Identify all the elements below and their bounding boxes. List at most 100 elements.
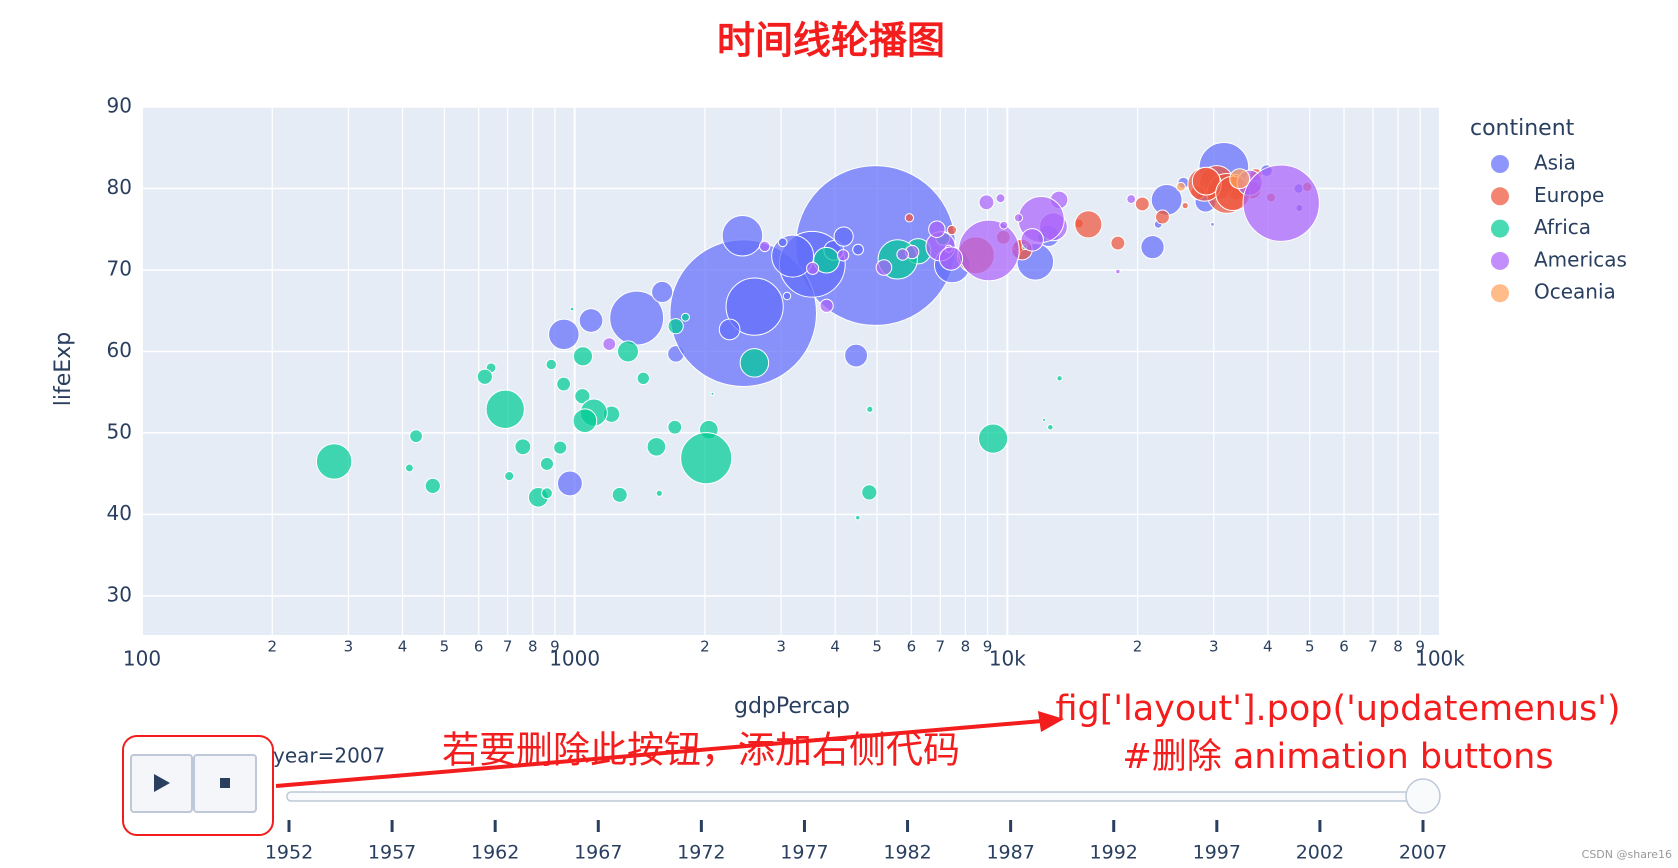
legend-marker[interactable] (1491, 219, 1509, 238)
bubble (1210, 221, 1215, 227)
y-tick-label: 30 (107, 582, 132, 606)
bubble (315, 443, 353, 480)
slider-step-label[interactable]: 1997 (1193, 842, 1241, 864)
annotation-code: fig['layout'].pop('updatemenus') (1055, 689, 1620, 729)
annotation-code: #删除 animation buttons (1122, 737, 1553, 777)
slider-step-label[interactable]: 1952 (265, 842, 313, 864)
bubble (928, 220, 946, 238)
slider-track[interactable] (286, 791, 1424, 802)
bubble (409, 429, 423, 444)
bubble (978, 194, 995, 211)
chart-title: 时间线轮播图 (717, 19, 945, 63)
legend: continent Asia Europe Africa Americas Oceani… (1470, 116, 1627, 304)
bubble (782, 291, 792, 301)
x-tick-label: 4 (1263, 638, 1273, 656)
slider-handle[interactable] (1405, 778, 1441, 814)
bubble (616, 340, 640, 363)
slider-step-label[interactable]: 1982 (883, 842, 931, 864)
bubble (946, 224, 958, 236)
bubble (1110, 235, 1126, 251)
x-tick-label: 9 (983, 638, 993, 656)
slider-step-label[interactable]: 1977 (780, 842, 828, 864)
slider-step-label[interactable]: 1992 (1090, 842, 1138, 864)
y-tick-label: 40 (107, 501, 132, 525)
slider-step-label[interactable]: 2002 (1296, 842, 1344, 864)
bubble (806, 261, 820, 275)
bubble (545, 358, 558, 371)
x-tick-label: 7 (1368, 638, 1378, 656)
x-tick-label: 1000 (549, 647, 600, 671)
bubble (574, 388, 591, 405)
grid (141, 106, 1441, 635)
legend-marker[interactable] (1491, 251, 1509, 270)
slider-step-label[interactable]: 1962 (471, 842, 519, 864)
x-tick-label: 3 (776, 638, 786, 656)
slider-step-label[interactable]: 2007 (1399, 842, 1447, 864)
bubble (938, 246, 964, 271)
bubble (1229, 168, 1251, 190)
x-tick-label: 5 (440, 638, 450, 656)
play-icon (154, 774, 170, 792)
legend-label[interactable]: Europe (1534, 183, 1604, 207)
slider-step-label[interactable]: 1957 (368, 842, 416, 864)
bubble (777, 237, 788, 248)
slider-step-label[interactable]: 1987 (986, 842, 1034, 864)
arrow-shaft (275, 719, 1043, 788)
legend-title: continent (1470, 116, 1575, 141)
x-tick-label: 6 (907, 638, 917, 656)
bubble (646, 436, 667, 457)
annotation-note: 若要删除此按钮，添加右侧代码 (442, 729, 960, 772)
bubble (852, 243, 864, 256)
bubble (1140, 235, 1165, 260)
bubble (1056, 375, 1063, 382)
bubble (572, 408, 598, 434)
x-tick-label: 4 (830, 638, 840, 656)
slider-label: year=2007 (273, 744, 385, 768)
bubble (602, 337, 617, 352)
bubble (904, 213, 915, 223)
bubble (999, 220, 1009, 230)
legend-marker[interactable] (1491, 187, 1509, 206)
legend-label[interactable]: Asia (1534, 151, 1576, 175)
x-tick-label: 9 (1415, 638, 1425, 656)
bubble (541, 487, 553, 500)
x-tick-label: 5 (872, 638, 882, 656)
bubble (1126, 194, 1137, 204)
legend-marker[interactable] (1491, 284, 1509, 303)
bubble (1013, 213, 1024, 223)
bubble (836, 249, 850, 262)
slider-step-label[interactable]: 1972 (677, 842, 725, 864)
bubble (1155, 209, 1170, 225)
x-tick-label: 100k (1415, 647, 1465, 671)
bubble (721, 214, 764, 257)
legend-marker[interactable] (1491, 155, 1509, 173)
x-tick-label: 3 (344, 638, 354, 656)
bubble (424, 477, 441, 495)
bubble (1115, 268, 1121, 275)
bubble (667, 318, 684, 335)
x-tick-label: 6 (474, 638, 484, 656)
bubble (667, 419, 683, 435)
watermark: CSDN @share16 (1582, 848, 1672, 861)
bubble (476, 368, 493, 385)
legend-label[interactable]: Oceania (1534, 280, 1616, 304)
bubble (548, 318, 580, 351)
x-axis-title: gdpPercap (734, 694, 850, 719)
x-tick-label: 9 (550, 638, 560, 656)
bubble (680, 432, 733, 485)
legend-label[interactable]: Africa (1534, 215, 1591, 239)
x-tick-label: 100 (123, 647, 161, 671)
bubble (1047, 423, 1054, 431)
x-tick-label: 7 (936, 638, 946, 656)
bubble (1074, 210, 1103, 239)
x-tick-label: 2 (700, 638, 710, 656)
bubble (855, 514, 861, 521)
legend-label[interactable]: Americas (1534, 247, 1627, 271)
bubble (866, 405, 874, 413)
x-tick-label: 3 (1209, 638, 1219, 656)
bubble (995, 193, 1006, 204)
slider-step-label[interactable]: 1967 (574, 842, 622, 864)
x-tick-label: 7 (503, 638, 513, 656)
